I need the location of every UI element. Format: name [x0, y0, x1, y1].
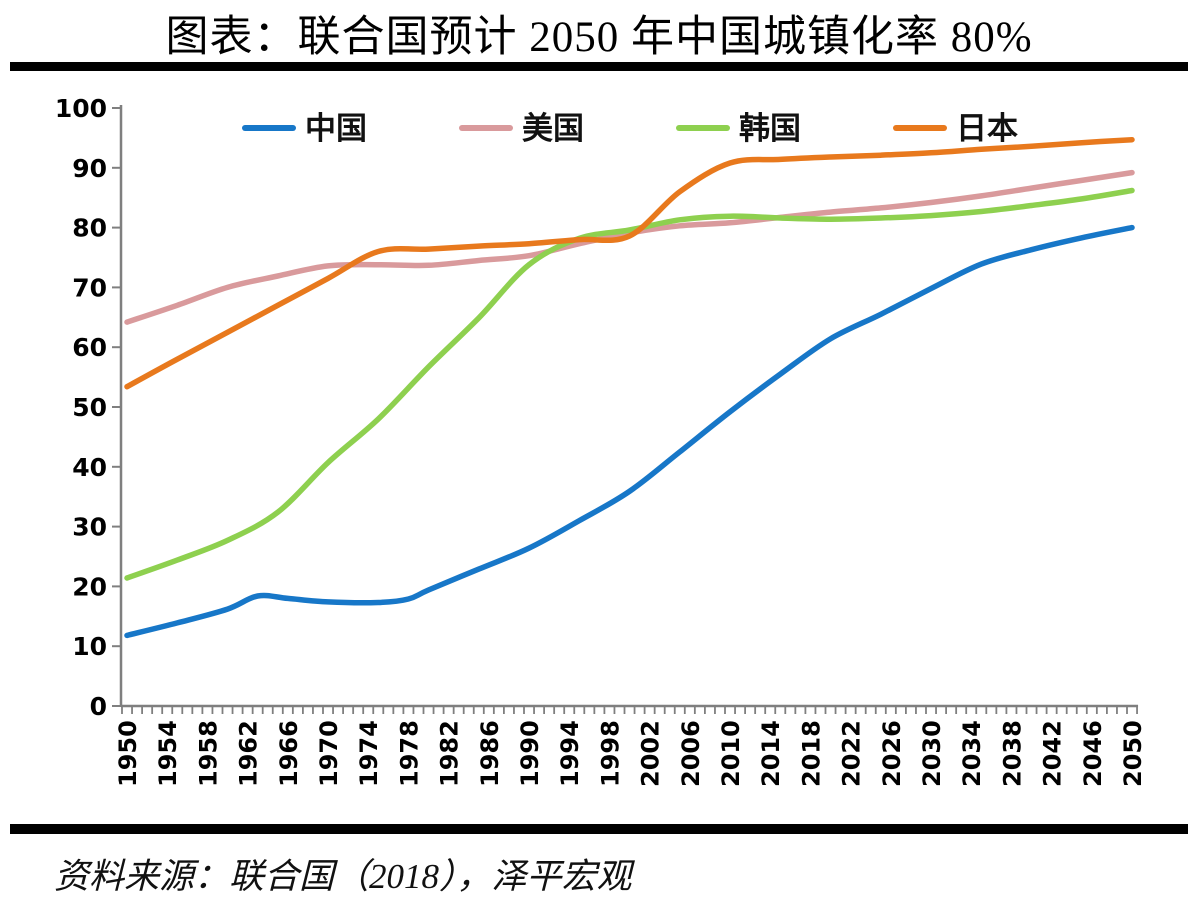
x-tick-label: 1990 [516, 720, 544, 787]
x-tick-label: 2010 [717, 720, 745, 787]
x-tick-label: 1954 [154, 720, 182, 787]
y-tick-label: 80 [72, 214, 107, 243]
x-tick-label: 1950 [114, 720, 142, 787]
series-line-1 [124, 169, 1135, 325]
x-tick-label: 1958 [194, 720, 222, 787]
x-tick-label: 1986 [476, 720, 504, 787]
x-tick-label: 2030 [918, 720, 946, 787]
x-tick-label: 2038 [998, 720, 1026, 787]
y-tick-label: 0 [90, 692, 107, 721]
y-tick-label: 10 [72, 632, 107, 661]
y-tick-label: 30 [72, 513, 107, 542]
y-tick-label: 100 [55, 94, 107, 123]
bottom-divider [10, 824, 1188, 834]
x-tick-label: 2034 [958, 720, 986, 787]
x-tick-label: 2050 [1119, 720, 1147, 787]
x-tick-label: 2014 [757, 720, 785, 787]
source-note: 资料来源：联合国（2018），泽平宏观 [54, 857, 632, 896]
x-tick-label: 1962 [235, 720, 263, 787]
x-tick-label: 2022 [838, 720, 866, 787]
x-tick-label: 1978 [395, 720, 423, 787]
series-line-0 [124, 224, 1135, 639]
series-line-3 [124, 136, 1135, 390]
y-tick-label: 70 [72, 273, 107, 302]
x-tick-label: 1994 [556, 720, 584, 787]
top-divider [10, 62, 1188, 71]
x-tick-label: 1970 [315, 720, 343, 787]
y-tick-label: 90 [72, 154, 107, 183]
page-title: 图表：联合国预计 2050 年中国城镇化率 80% [165, 14, 1033, 61]
y-tick-label: 60 [72, 333, 107, 362]
x-tick-label: 2006 [677, 720, 705, 787]
x-tick-label: 2002 [637, 720, 665, 787]
x-tick-label: 2018 [797, 720, 825, 787]
x-tick-label: 2026 [878, 720, 906, 787]
x-tick-label: 1974 [355, 720, 383, 787]
series-line-2 [124, 187, 1135, 581]
x-tick-label: 1982 [436, 720, 464, 787]
x-tick-label: 1966 [275, 720, 303, 787]
x-tick-label: 1998 [596, 720, 624, 787]
y-tick-label: 20 [72, 572, 107, 601]
x-tick-label: 2042 [1039, 720, 1067, 787]
x-tick-label: 2046 [1079, 720, 1107, 787]
y-tick-label: 50 [72, 393, 107, 422]
y-tick-label: 40 [72, 453, 107, 482]
